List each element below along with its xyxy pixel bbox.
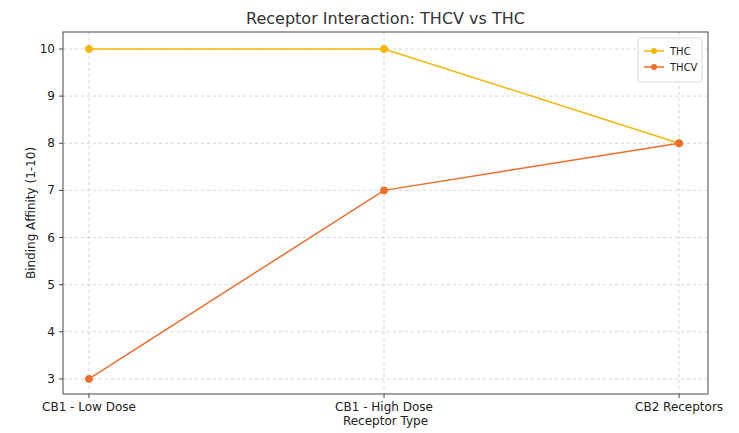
x-tick-label: CB1 - High Dose: [335, 400, 433, 414]
series-point: [85, 45, 92, 52]
series-point: [676, 140, 683, 147]
y-tick-label: 7: [47, 183, 55, 197]
series-line: [89, 49, 679, 143]
y-tick: [59, 331, 63, 332]
chart: 3 4 5 6 7 8 9 10 CB1 - Low Dose CB1 - High Dose CB…: [0, 0, 739, 433]
series-point: [676, 140, 683, 147]
y-grid-line: [63, 143, 708, 144]
y-tick: [59, 143, 63, 144]
y-tick: [59, 48, 63, 49]
y-tick: [59, 96, 63, 97]
y-grid-line: [63, 378, 708, 379]
y-grid-line: [63, 284, 708, 285]
x-axis-label: Receptor Type: [343, 414, 428, 428]
y-tick: [59, 237, 63, 238]
series-point: [85, 375, 92, 382]
plot-frame: [63, 32, 708, 394]
y-tick: [59, 284, 63, 285]
x-tick-label: CB2 Receptors: [635, 400, 723, 414]
y-tick-label: 4: [47, 325, 55, 339]
chart-title: Receptor Interaction: THCV vs THC: [246, 9, 525, 28]
legend-label: THC: [669, 46, 691, 57]
y-tick-label: 3: [47, 372, 55, 386]
y-tick-label: 10: [40, 42, 55, 56]
y-tick-label: 9: [47, 89, 55, 103]
x-tick: [384, 394, 385, 398]
y-tick-label: 6: [47, 231, 55, 245]
series-point: [381, 45, 388, 52]
series-point: [381, 187, 388, 194]
x-grid-line: [88, 32, 89, 394]
x-grid-line: [384, 32, 385, 394]
legend-marker: [651, 48, 657, 54]
x-tick-label: CB1 - Low Dose: [42, 400, 136, 414]
y-grid-line: [63, 237, 708, 238]
series-line: [89, 143, 679, 379]
legend-label: THCV: [669, 62, 698, 73]
y-tick-label: 5: [47, 278, 55, 292]
x-tick: [679, 394, 680, 398]
series-group: [85, 45, 682, 382]
legend-box: [638, 38, 702, 82]
legend-marker: [651, 64, 657, 70]
y-grid-line: [63, 96, 708, 97]
y-axis-label: Binding Affinity (1-10): [24, 147, 38, 279]
x-tick: [88, 394, 89, 398]
y-grid-line: [63, 331, 708, 332]
y-tick-label: 8: [47, 136, 55, 150]
y-tick: [59, 378, 63, 379]
y-tick: [59, 190, 63, 191]
x-grid-line: [679, 32, 680, 394]
legend: THC THCV: [638, 38, 702, 82]
